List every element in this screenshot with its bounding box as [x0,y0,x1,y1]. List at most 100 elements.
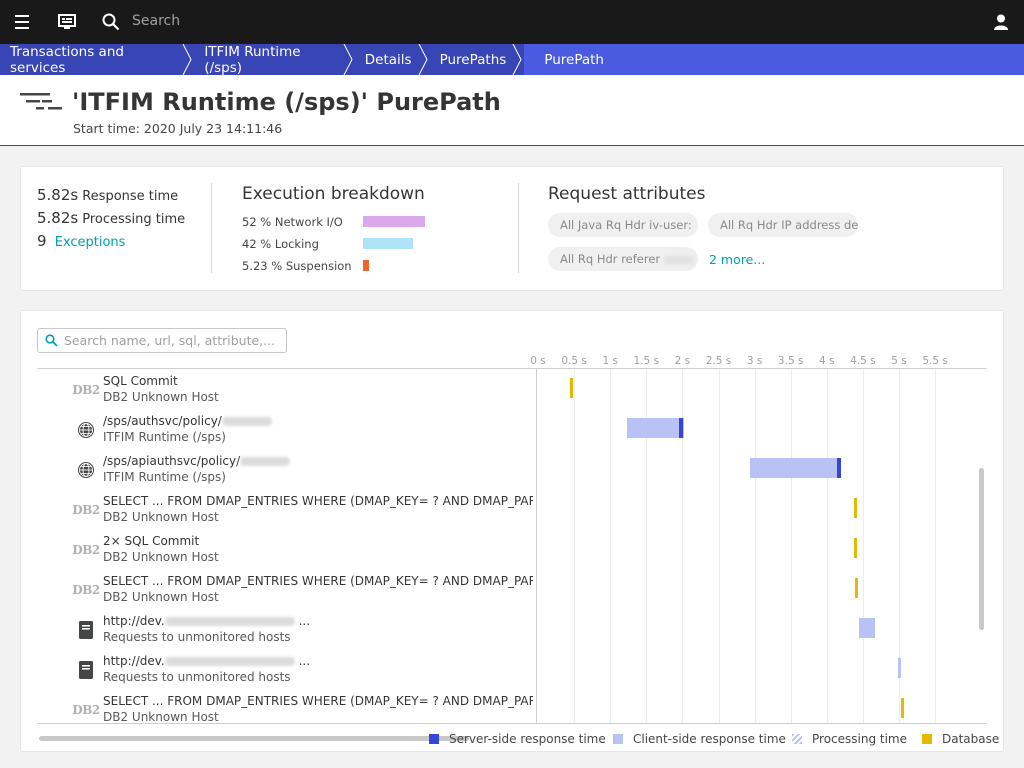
server-side-time-bar[interactable] [836,458,841,478]
page-header [0,75,1024,146]
gridline [935,369,937,724]
server-icon [72,660,100,680]
database-time-bar[interactable] [854,498,858,518]
breadcrumb-transactions-and-services[interactable]: Transactions and services [0,44,194,76]
db2-icon: DB2 [72,383,100,397]
axis-tick-label: 0.5 s [561,355,587,367]
search-icon [45,334,58,347]
request-attributes-title: Request attributes [548,184,706,204]
row-name[interactable]: /sps/apiauthsvc/policy/ [103,454,533,468]
row-name[interactable]: SELECT ... FROM DMAP_ENTRIES WHERE (DMAP… [103,574,533,588]
row-name[interactable]: SELECT ... FROM DMAP_ENTRIES WHERE (DMAP… [103,494,533,508]
vertical-scrollbar[interactable] [979,468,984,630]
row-subtitle: Requests to unmonitored hosts [103,670,291,684]
row-subtitle: Requests to unmonitored hosts [103,630,291,644]
attribute-chip[interactable]: All Rq Hdr IP address de [708,213,858,237]
divider [518,183,519,273]
breadcrumb: Transactions and services ITFIM Runtime … [0,44,1024,76]
client-side-time-bar[interactable] [898,658,902,678]
gridline [790,369,792,724]
breakdown-bar-network [363,216,426,227]
breadcrumb-itfim-runtime[interactable]: ITFIM Runtime (/sps) [194,44,354,76]
exceptions-metric: 9 Exceptions [37,232,126,250]
row-name[interactable]: SELECT ... FROM DMAP_ENTRIES WHERE (DMAP… [103,694,533,708]
db2-icon: DB2 [72,583,100,597]
axis-tick-label: 4 s [819,355,835,367]
purepath-tree-panel [20,310,1004,752]
search-icon[interactable] [100,0,122,44]
legend-swatch [922,734,932,744]
legend-item: Server-side response time [429,732,606,746]
menu-icon[interactable] [12,0,32,44]
breadcrumb-purepath[interactable]: PurePath [524,44,1024,75]
horizontal-scrollbar[interactable] [39,736,469,741]
server-side-time-bar[interactable] [678,418,683,438]
timeline-separator [536,369,537,724]
breadcrumb-purepaths[interactable]: PurePaths [430,44,525,75]
top-bar: Search [0,0,1024,44]
row-name[interactable]: /sps/authsvc/policy/ [103,414,533,428]
row-name[interactable]: http://dev. ... [103,614,311,628]
gridline [682,369,684,724]
client-side-time-bar[interactable] [626,418,684,438]
legend-swatch [792,734,802,744]
globe-icon [72,460,100,480]
tree-search-field[interactable] [37,328,287,353]
breakdown-label-suspension: 5.23 % Suspension [242,259,352,273]
axis-tick-label: 5 s [891,355,907,367]
gridline [718,369,720,724]
more-attributes-link[interactable]: 2 more... [709,252,766,267]
legend-label: Client-side response time [633,732,786,746]
row-subtitle: DB2 Unknown Host [103,510,219,524]
row-subtitle: ITFIM Runtime (/sps) [103,430,226,444]
global-search-input[interactable]: Search [132,13,181,29]
database-time-bar[interactable] [854,538,858,558]
db2-icon: DB2 [72,543,100,557]
breakdown-bar-locking [363,238,414,249]
axis-tick-label: 1 s [602,355,618,367]
axis-tick-label: 3.5 s [777,355,804,367]
axis-tick-label: 2 s [674,355,691,367]
axis-tick-label: 3 s [746,355,763,367]
chevron-right-icon [418,44,428,75]
row-subtitle: DB2 Unknown Host [103,590,219,604]
row-name[interactable]: 2× SQL Commit [103,534,200,548]
chevron-right-icon [512,44,522,75]
client-side-time-bar[interactable] [749,458,839,478]
database-time-bar[interactable] [901,698,905,718]
legend-item: Processing time [792,732,907,746]
tree-search-input[interactable] [64,331,282,350]
axis-tick-label: 4.5 s [850,355,876,367]
gridline [754,369,756,724]
legend-swatch [429,734,439,744]
page-title: 'ITFIM Runtime (/sps)' PurePath [72,88,501,116]
user-icon[interactable] [992,0,1010,44]
row-name[interactable]: http://dev. ... [103,654,311,668]
legend-swatch [613,734,623,744]
axis-tick-label: 1.5 s [633,355,660,367]
breadcrumb-details[interactable]: Details [355,44,430,75]
row-subtitle: DB2 Unknown Host [103,390,219,404]
monitor-icon[interactable] [56,0,78,44]
database-time-bar[interactable] [854,578,858,598]
attribute-chip[interactable]: All Java Rq Hdr iv-user: [548,213,698,237]
axis-line [37,368,987,369]
execution-breakdown-title: Execution breakdown [242,184,425,204]
breakdown-label-network: 52 % Network I/O [242,215,343,229]
axis-tick-label: 5.5 s [922,355,948,367]
chevron-right-icon [343,44,353,75]
purepath-icon [20,93,62,110]
legend-label: Server-side response time [449,732,606,746]
attribute-chip[interactable]: All Rq Hdr referer [548,247,698,271]
globe-icon [72,420,100,440]
db2-icon: DB2 [72,703,100,717]
legend-item: Client-side response time [613,732,786,746]
axis-tick-label: 2.5 s [705,355,732,367]
client-side-time-bar[interactable] [859,618,876,638]
processing-time-metric: 5.82s Processing time [37,209,186,227]
gridline [862,369,864,724]
exceptions-link[interactable]: Exceptions [54,235,126,250]
gridline [826,369,828,724]
database-time-bar[interactable] [570,378,574,398]
row-name[interactable]: SQL Commit [103,374,178,388]
